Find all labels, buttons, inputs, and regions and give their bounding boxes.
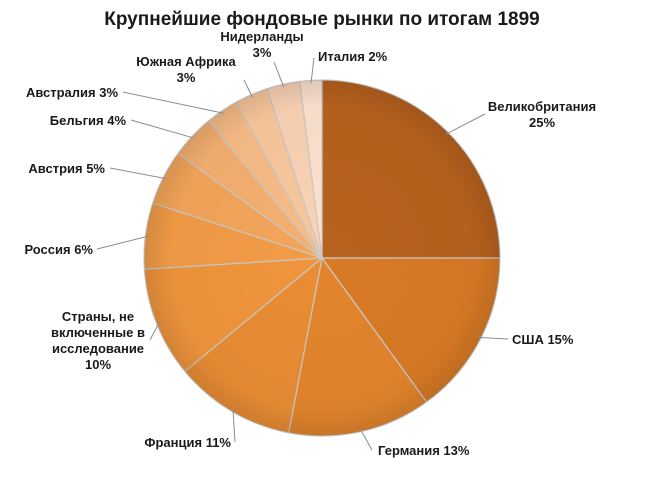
leader-line xyxy=(477,336,509,340)
data-label: Австралия 3% xyxy=(26,85,119,100)
leader-line xyxy=(122,91,224,114)
data-label: Нидерланды 3% xyxy=(220,29,303,60)
data-labels: Великобритания 25% США 15% Германия 13% Фран… xyxy=(24,29,596,458)
leader-line xyxy=(273,61,285,88)
data-label: Бельгия 4% xyxy=(50,113,127,128)
data-label: Германия 13% xyxy=(378,443,470,458)
pie-slice xyxy=(321,79,501,259)
chart-title: Крупнейшие фондовые рынки по итогам 1899 xyxy=(104,9,540,30)
data-label: Великобритания 25% xyxy=(488,99,596,130)
data-label: Южная Африка 3% xyxy=(136,54,236,85)
leader-line xyxy=(130,119,195,139)
leader-lines xyxy=(96,57,509,451)
leader-line xyxy=(310,57,315,84)
data-label: Италия 2% xyxy=(318,49,388,64)
leader-line xyxy=(243,79,253,98)
leader-line xyxy=(445,113,486,135)
leader-line xyxy=(359,428,373,451)
leader-line xyxy=(149,322,160,341)
leader-line xyxy=(96,235,149,250)
leader-line xyxy=(109,167,167,180)
data-label: США 15% xyxy=(512,332,574,347)
data-label: Россия 6% xyxy=(24,242,93,257)
leader-line xyxy=(232,408,236,443)
data-label: Страны, не включенные в исследование 10% xyxy=(51,309,145,372)
data-label: Франция 11% xyxy=(144,435,231,450)
data-label: Австрия 5% xyxy=(28,161,105,176)
